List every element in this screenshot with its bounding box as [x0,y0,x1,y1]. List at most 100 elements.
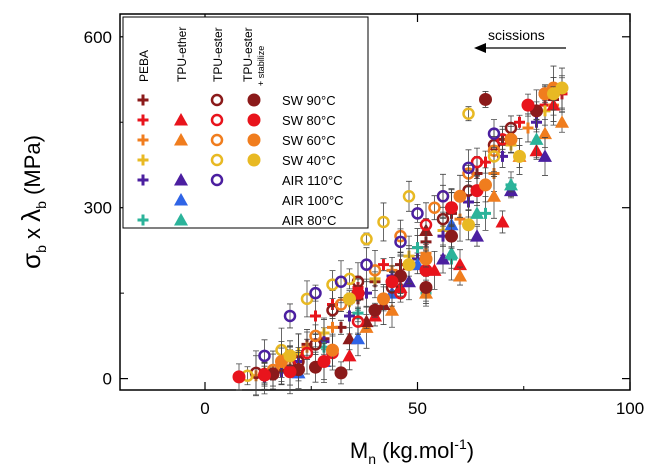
triangle-mark [453,257,467,271]
data-point-plus [310,310,321,322]
legend-label: SW 40°C [282,153,336,168]
ring-mark [360,258,373,271]
legend-row: SW 90°C [137,93,336,108]
triangle-mark [351,331,365,345]
data-point-triangle [538,126,552,140]
legend-header-tpu-ester: TPU-ester [211,27,225,82]
legend-marker-plus [137,134,149,146]
ring-mark [309,329,322,343]
ring-mark [360,232,373,246]
triangle-mark [555,115,569,128]
legend-marker-dot [247,133,261,147]
ring-mark [487,127,501,140]
ring-mark [351,315,365,328]
data-point-ring [309,286,322,300]
data-point-ring [351,315,365,328]
data-point-dot [479,178,492,192]
error-bar [372,249,378,291]
plus-mark [310,310,321,322]
legend-row: SW 60°C [137,133,336,148]
dot-mark [479,92,492,106]
legend-marker-triangle [174,113,188,126]
x-axis-title: Mn (kg.mol-1) [350,436,474,467]
x-tick-label: 100 [616,399,644,418]
data-point-dot [402,258,416,272]
triangle-mark [487,189,501,202]
data-point-ring [360,258,373,271]
triangle-mark [174,193,188,206]
error-bar [406,180,412,212]
data-point-triangle [385,303,399,316]
data-point-triangle [470,206,484,219]
error-bar [414,203,421,223]
plus-mark [522,122,534,134]
legend-marker-plus [137,154,149,166]
data-point-ring [411,207,424,220]
data-point-dot [504,132,518,146]
triangle-mark [495,214,510,228]
legend-marker-plus [137,114,149,126]
ring-mark [411,207,424,220]
legend-marker-dot [247,153,261,167]
plus-mark [480,207,491,219]
data-point-ring [402,190,416,203]
plus-mark [412,242,423,254]
y-axis-title: σb x λb (MPa) [16,135,49,269]
data-point-dot [445,201,458,215]
scissions-label: scissions [488,27,545,43]
data-point-ring [283,309,297,323]
dot-mark [479,178,492,192]
plus-mark [137,134,149,146]
error-bar [244,366,251,386]
ring-mark [470,155,484,169]
legend-frame [122,16,369,229]
dot-mark [334,366,348,380]
data-point-ring [462,161,475,175]
data-point-dot [232,370,246,384]
data-point-dot [419,280,433,294]
error-bar [329,270,336,300]
plus-mark [344,310,355,322]
legend-header-tpu-ether: TPU-ether [175,27,189,82]
data-point-dot [317,355,331,369]
dot-mark [504,132,518,146]
ring-mark [436,190,450,203]
triangle-mark [342,348,357,362]
error-bar [346,268,353,290]
ring-mark [368,264,382,277]
dot-mark [247,153,261,167]
error-bar [304,331,310,375]
error-bar [431,195,438,221]
triangle-mark [174,213,188,226]
ring-mark [258,349,271,363]
data-point-plus [480,207,491,219]
ring-mark [334,275,348,289]
data-point-ring [300,346,314,360]
legend-label: AIR 80°C [282,213,336,228]
data-point-dot [555,81,569,95]
data-point-triangle [444,246,459,259]
legend-header-tpu-ester-stab: TPU-ester [241,27,255,82]
legend-row: AIR 100°C [174,193,344,208]
ring-mark [326,303,339,317]
data-point-dot [377,292,390,306]
ring-mark [300,292,314,306]
data-point-ring [470,155,484,169]
data-point-ring [419,218,433,232]
ring-mark [428,201,441,214]
data-point-ring [360,232,373,246]
data-point-dot [326,343,339,357]
dot-mark [326,343,339,357]
data-point-ring [309,329,322,343]
axis-ticks: 0 50 100 0 300 600 [84,14,644,418]
legend-marker-dot [247,93,261,107]
error-bar [423,202,429,248]
dot-mark [402,258,416,272]
triangle-mark [529,132,544,145]
data-point-ring [258,349,271,363]
error-bar [287,303,293,329]
legend-marker-triangle [174,173,188,186]
legend-header-stabilize: + stabilize [256,46,266,86]
data-point-triangle [453,269,467,282]
legend-marker-triangle [174,133,188,146]
